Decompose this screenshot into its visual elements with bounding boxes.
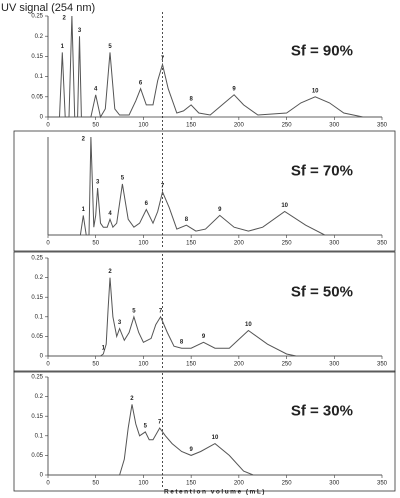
x-tick-label: 200 [234,241,245,247]
y-tick-label: 0.05 [31,453,43,459]
x-tick-label: 350 [377,481,388,487]
x-tick-label: 100 [138,481,149,487]
y-tick-label: 0.05 [31,334,43,340]
x-tick-label: 0 [46,481,50,487]
x-axis-label: Retention volume (mL) [164,489,266,496]
x-tick-label: 350 [377,362,388,368]
peak-label: 7 [158,420,162,426]
panel-frame [13,370,396,492]
x-tick-label: 50 [92,481,99,487]
y-tick-label: 0.1 [35,314,44,320]
x-tick-label: 200 [234,481,245,487]
x-tick-label: 250 [282,241,293,247]
y-tick-label: 0.2 [35,275,44,281]
x-tick-label: 300 [329,362,340,368]
chromatogram [48,136,382,236]
x-tick-label: 150 [186,481,197,487]
peak-label: 3 [118,320,122,326]
x-tick-label: 200 [234,123,245,129]
y-tick-label: 0.15 [31,295,43,301]
peak-label: 7 [161,183,165,189]
x-tick-label: 350 [377,123,388,129]
y-tick-label: 0.15 [31,414,43,420]
x-tick-label: 50 [92,241,99,247]
y-tick-label: 0 [40,115,44,121]
y-tick-label: 0 [40,354,44,360]
peak-label: 10 [281,203,288,209]
panel-frame [13,130,396,252]
peak-label: 7 [159,308,163,314]
peak-label: 4 [94,86,98,92]
x-tick-label: 150 [186,123,197,129]
x-tick-label: 100 [138,123,149,129]
x-tick-label: 250 [282,362,293,368]
peak-label: 2 [63,16,67,22]
peak-label: 9 [218,207,222,213]
x-tick-label: 0 [46,362,50,368]
x-tick-label: 350 [377,241,388,247]
peak-label: 3 [78,28,82,34]
peak-label: 10 [212,435,219,441]
x-tick-label: 150 [186,241,197,247]
peak-label: 2 [130,396,134,402]
peak-label: 9 [232,86,236,92]
peak-label: 5 [121,176,125,182]
x-tick-label: 50 [92,123,99,129]
y-tick-label: 0.1 [35,433,44,439]
x-tick-label: 250 [282,123,293,129]
x-tick-label: 100 [138,362,149,368]
peak-label: 5 [144,423,148,429]
x-tick-label: 200 [234,362,245,368]
peak-label: 1 [102,346,106,352]
x-tick-label: 100 [138,241,149,247]
x-tick-label: 300 [329,123,340,129]
y-axis-label: UV signal (254 nm) [1,2,95,14]
peak-label: 6 [145,201,149,207]
condition-label: Sf = 50% [291,283,353,300]
peak-label: 5 [108,44,112,50]
x-tick-label: 50 [92,362,99,368]
x-tick-label: 150 [186,362,197,368]
peak-label: 6 [139,80,143,86]
peak-label: 10 [245,322,252,328]
peak-label: 2 [108,269,112,275]
condition-label: Sf = 30% [291,402,353,419]
y-tick-label: 0.25 [31,14,43,20]
y-tick-label: 0.1 [35,74,44,80]
y-tick-label: 0.2 [35,394,44,400]
y-tick-label: 0.05 [31,94,43,100]
peak-label: 7 [161,56,165,62]
peak-label: 3 [96,180,100,186]
y-tick-label: 0.25 [31,375,43,381]
y-tick-label: 0.15 [31,54,43,60]
condition-label: Sf = 90% [291,42,353,59]
x-tick-label: 300 [329,481,340,487]
peak-label: 1 [82,207,86,213]
peak-label: 10 [312,88,319,94]
chromatogram [48,277,382,357]
chromatogram [48,15,382,119]
y-tick-label: 0.2 [35,34,44,40]
x-tick-label: 0 [46,241,50,247]
y-tick-label: 0 [40,473,44,479]
peak-label: 2 [82,137,86,143]
y-tick-label: 0.25 [31,256,43,262]
peak-label: 4 [108,211,112,217]
peak-label: 5 [132,308,136,314]
x-tick-label: 300 [329,241,340,247]
peak-label: 9 [202,334,206,340]
condition-label: Sf = 70% [291,162,353,179]
peak-label: 1 [61,44,65,50]
peak-label: 8 [185,217,189,223]
peak-label: 9 [189,447,193,453]
peak-label: 8 [189,96,193,102]
x-tick-label: 250 [282,481,293,487]
panel-frame [13,251,396,373]
peak-label: 8 [180,340,184,346]
chromatogram [48,404,382,476]
x-tick-label: 0 [46,123,50,129]
